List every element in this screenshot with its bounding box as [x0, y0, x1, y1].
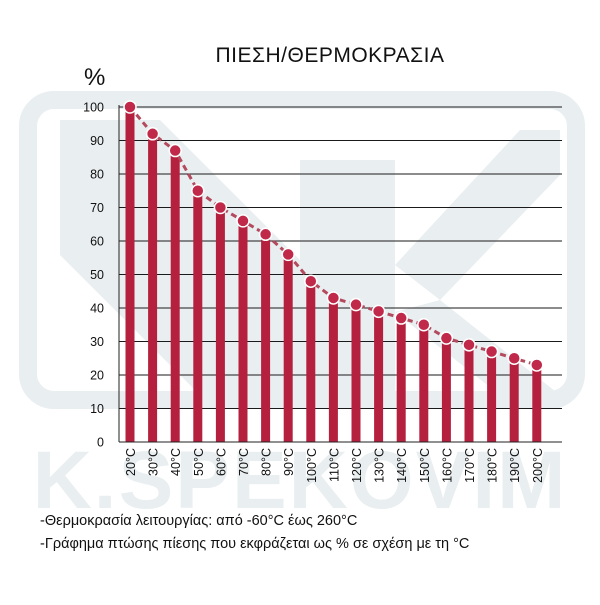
note-pressure-drop: -Γράφημα πτώσης πίεσης που εκφράζεται ως… — [40, 536, 470, 552]
chart-gridlines — [119, 106, 562, 409]
x-tick-label: 120°C — [350, 448, 364, 483]
bar — [238, 220, 248, 442]
bar — [351, 304, 361, 442]
x-tick-label: 90°C — [282, 448, 296, 476]
x-tick-label: 130°C — [373, 448, 387, 483]
bar — [509, 358, 519, 442]
data-point — [145, 127, 160, 141]
y-tick-label: 60 — [90, 235, 104, 249]
y-axis-ticks: 0 10 20 30 40 50 60 70 80 90 100 — [83, 101, 104, 450]
data-point — [349, 297, 363, 312]
bar — [532, 364, 542, 442]
bar — [306, 281, 316, 442]
bar — [487, 351, 497, 442]
chart-title: ΠΙΕΣΗ/ΘΕΡΜΟΚΡΑΣΙΑ — [215, 44, 445, 67]
bar — [374, 311, 384, 442]
bar — [283, 254, 293, 442]
x-tick-label: 100°C — [305, 448, 319, 483]
x-tick-label: 30°C — [147, 448, 161, 476]
x-tick-label: 180°C — [486, 448, 500, 483]
y-tick-label: 100 — [83, 101, 104, 115]
bar — [170, 150, 180, 443]
x-tick-label: 60°C — [214, 448, 228, 476]
watermark-k-stem — [300, 160, 395, 395]
chart-markers — [123, 100, 544, 372]
data-point — [304, 274, 318, 288]
bar — [419, 324, 429, 442]
y-tick-label: 40 — [90, 302, 104, 316]
bar — [464, 344, 474, 442]
x-tick-label: 80°C — [260, 448, 274, 476]
x-tick-label: 20°C — [124, 448, 138, 476]
data-point — [281, 247, 295, 262]
x-tick-label: 40°C — [169, 448, 183, 476]
y-tick-label: 0 — [97, 436, 104, 450]
data-point — [236, 214, 250, 228]
note-operating-temperature: -Θερμοκρασία λειτουργίας: από -60°C έως … — [40, 513, 358, 529]
data-point — [439, 331, 454, 345]
bar — [396, 318, 406, 442]
data-point — [530, 358, 544, 372]
data-point — [258, 227, 273, 242]
watermark-k-leg — [395, 300, 560, 395]
y-tick-label: 90 — [90, 134, 104, 148]
bar — [261, 234, 271, 442]
data-point — [191, 184, 205, 198]
chart-bars — [125, 107, 542, 443]
data-point — [371, 304, 386, 319]
data-point — [507, 351, 521, 365]
y-tick-label: 50 — [90, 268, 104, 282]
bar — [148, 133, 158, 443]
data-point — [213, 200, 228, 215]
chart-axes — [118, 105, 562, 443]
watermark-k-arm — [395, 130, 560, 300]
bar — [441, 338, 451, 442]
bar — [215, 207, 225, 442]
data-point — [394, 311, 408, 325]
x-tick-label: 190°C — [508, 448, 522, 483]
y-tick-label: 30 — [90, 335, 104, 349]
y-axis-label: % — [84, 64, 106, 91]
bar — [125, 107, 135, 442]
x-tick-label: 110°C — [327, 448, 341, 482]
y-tick-label: 10 — [90, 402, 104, 416]
x-axis-ticks: 20°C 30°C 40°C 50°C 60°C 70°C 80°C 90°C 100°C 110… — [124, 448, 545, 483]
x-tick-label: 170°C — [463, 448, 477, 483]
data-point — [326, 291, 341, 305]
watermark-frame — [19, 91, 585, 409]
y-tick-label: 20 — [90, 369, 104, 383]
bar — [328, 297, 338, 442]
y-tick-label: 80 — [90, 168, 104, 182]
x-tick-label: 140°C — [395, 448, 409, 483]
x-tick-label: 200°C — [531, 448, 545, 483]
x-tick-label: 150°C — [418, 448, 432, 483]
data-point — [462, 338, 476, 352]
bar — [193, 190, 203, 442]
data-point — [417, 318, 431, 332]
x-tick-label: 50°C — [192, 448, 206, 476]
y-tick-label: 70 — [90, 201, 104, 215]
x-tick-label: 160°C — [440, 448, 454, 483]
watermark-text: K.SPEKOVIM — [33, 435, 568, 526]
data-point — [484, 344, 499, 359]
data-point — [168, 143, 182, 158]
x-tick-label: 70°C — [237, 448, 251, 476]
data-point — [123, 100, 137, 114]
